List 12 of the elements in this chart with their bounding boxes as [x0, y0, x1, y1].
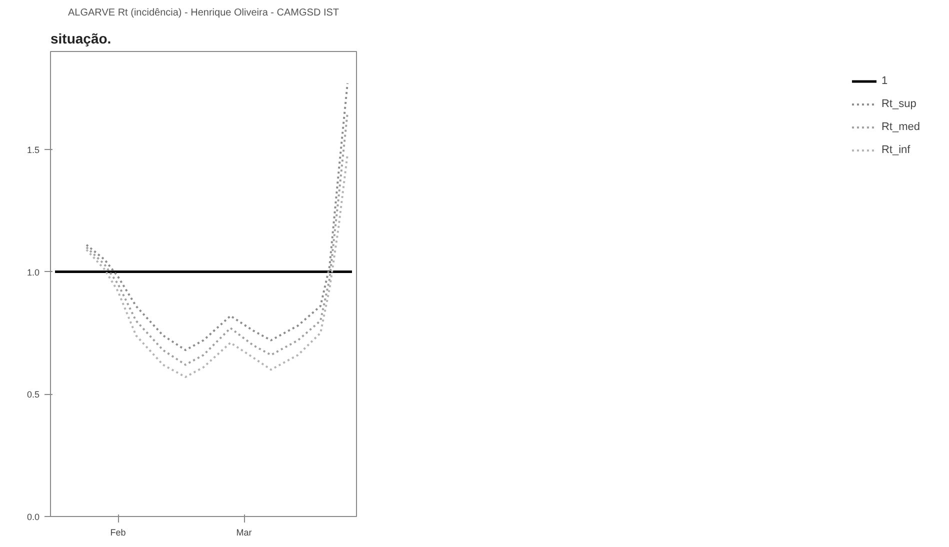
legend-label: Rt_inf	[881, 144, 910, 156]
chart-title: ALGARVE Rt (incidência) - Henrique Oliveira - CAMGSD IST	[68, 8, 340, 18]
legend-label: Rt_sup	[881, 98, 916, 110]
y-tick-label: 0.0	[26, 512, 40, 522]
y-tick-label: 0.5	[26, 390, 40, 400]
legend-label: 1	[881, 75, 889, 87]
x-tick-label: Mar	[236, 528, 252, 538]
text: situação.	[50, 30, 112, 46]
legend-label: Rt_med	[881, 121, 920, 133]
y-tick-label: 1.0	[26, 267, 40, 278]
x-tick-label: Feb	[110, 528, 126, 538]
y-tick-label: 1.5	[26, 144, 40, 155]
